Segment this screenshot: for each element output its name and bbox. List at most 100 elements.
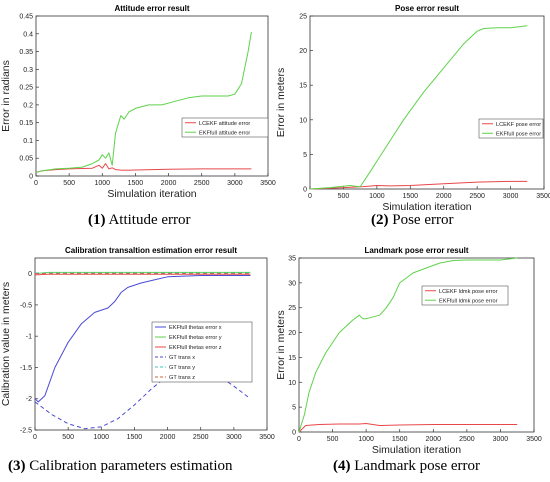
- y-tick-label: 0.3: [23, 67, 33, 74]
- y-tick-label: 15: [299, 83, 307, 90]
- x-tick-label: 1000: [369, 193, 385, 200]
- x-tick-label: 1500: [127, 434, 143, 441]
- y-tick-label: 25: [288, 305, 296, 312]
- chart-title: Pose error result: [395, 4, 459, 13]
- series-line-3: [34, 367, 251, 430]
- caption-landmark: (4) Landmark pose error: [333, 458, 480, 475]
- y-tick-label: -0.5: [20, 302, 32, 309]
- y-tick-label: -2.5: [20, 428, 32, 435]
- caption-number: (2): [371, 212, 389, 228]
- x-tick-label: 1000: [93, 434, 109, 441]
- series-line-0: [298, 423, 518, 433]
- y-tick-label: 20: [299, 48, 307, 55]
- y-tick-label: 0.15: [19, 120, 33, 127]
- y-tick-label: 0: [28, 271, 32, 278]
- x-tick-label: 2500: [193, 434, 209, 441]
- x-axis-label: Simulation iteration: [372, 444, 461, 456]
- series-line-1: [309, 25, 528, 190]
- x-tick-label: 3500: [260, 180, 276, 187]
- y-tick-label: 15: [288, 355, 296, 362]
- caption-number: (3): [8, 458, 26, 474]
- y-tick-label: 0.35: [19, 49, 33, 56]
- caption-text: Pose error: [392, 212, 454, 228]
- x-tick-label: 3500: [536, 193, 550, 200]
- series-line-2: [34, 273, 251, 276]
- series-line-1: [298, 257, 518, 433]
- series-line-1: [34, 271, 251, 275]
- x-tick-label: 2500: [459, 436, 475, 443]
- legend-box: [478, 118, 544, 139]
- plot-frame: [298, 257, 535, 433]
- y-tick-label: 20: [288, 330, 296, 337]
- landmark-panel: Landmark pose error result 0 500 1000 1500 20…: [275, 242, 550, 482]
- x-tick-label: 3000: [503, 193, 519, 200]
- x-tick-label: 2500: [469, 193, 485, 200]
- caption-number: (4): [333, 458, 351, 474]
- x-tick-label: 2000: [425, 436, 441, 443]
- x-tick-label: 3000: [493, 436, 509, 443]
- legend-label: LCEKF attitude error: [199, 121, 250, 127]
- y-tick-label: 0.25: [19, 85, 33, 92]
- x-tick-label: 2000: [161, 180, 177, 187]
- legend-label: LCEKF pose error: [496, 122, 541, 128]
- x-tick-label: 500: [338, 193, 350, 200]
- x-tick-label: 500: [63, 180, 75, 187]
- caption-text: Calibration parameters estimation: [29, 458, 233, 474]
- y-tick-label: 0.45: [19, 14, 33, 21]
- y-tick-label: 5: [292, 405, 296, 412]
- chart-title: Calibration transaltion estimation error…: [65, 246, 237, 255]
- calibration-panel: Calibration transaltion estimation error…: [0, 242, 275, 482]
- legend-label: EKFfull thetas error x: [169, 325, 222, 331]
- legend-label: EKFfull ldmk pose error: [439, 298, 498, 304]
- pose-error-panel: Pose error result 0 500 1000 1500 2000 2500 300…: [275, 0, 550, 240]
- plot-frame: [309, 15, 545, 190]
- y-tick-label: 0: [303, 187, 307, 194]
- y-tick-label: 30: [288, 280, 296, 287]
- chart-title: Landmark pose error result: [364, 246, 468, 255]
- chart-title: Attitude error result: [114, 4, 189, 13]
- x-tick-label: 1500: [392, 436, 408, 443]
- caption-pose-error: (2) Pose error: [371, 212, 453, 229]
- attitude-error-panel: Attitude error result 0 500 1000 1500 2000 250…: [0, 0, 276, 240]
- x-tick-label: 2500: [194, 180, 210, 187]
- x-tick-label: 3000: [227, 180, 243, 187]
- legend-label: EKFfull thetas error z: [169, 345, 222, 351]
- x-tick-label: 2000: [436, 193, 452, 200]
- legend-label: GT trans y: [169, 365, 195, 371]
- series-line-0: [309, 180, 528, 190]
- y-tick-label: -1.5: [20, 365, 32, 372]
- y-tick-label: 5: [303, 152, 307, 159]
- legend-label: GT trans x: [169, 355, 195, 361]
- attitude-error-chart: Attitude error result 0 500 1000 1500 2000 250…: [0, 4, 276, 200]
- x-tick-label: 1000: [94, 180, 110, 187]
- y-tick-label: 0.2: [23, 102, 33, 109]
- caption-attitude-error: (1) Attitude error: [88, 212, 191, 229]
- x-tick-label: 3500: [526, 436, 542, 443]
- x-tick-label: 3000: [226, 434, 242, 441]
- caption-text: Attitude error: [108, 212, 191, 228]
- calibration-chart: Calibration transaltion estimation error…: [0, 246, 275, 441]
- plot-frame: [34, 257, 268, 431]
- x-tick-label: 0: [308, 193, 312, 200]
- y-axis-label: Error in radians: [0, 60, 12, 132]
- y-axis-label: Error in meters: [275, 310, 287, 379]
- caption-text: Landmark pose error: [354, 458, 481, 474]
- pose-error-chart: Pose error result 0 500 1000 1500 2000 2500 300…: [275, 4, 550, 213]
- series-line-0: [34, 275, 251, 403]
- x-axis-label: Simulation iteration: [107, 188, 196, 200]
- legend-label: EKFfull thetas error y: [169, 335, 222, 341]
- y-tick-label: -2: [26, 396, 32, 403]
- y-tick-label: 0.05: [19, 156, 33, 163]
- y-tick-label: 0.1: [23, 138, 33, 145]
- x-tick-label: 0: [34, 180, 38, 187]
- legend-label: EKFfull attitude error: [199, 130, 250, 136]
- legend-label: EKFfull pose error: [496, 131, 541, 137]
- legend-label: LCEKF ldmk pose error: [439, 289, 498, 295]
- x-tick-label: 500: [327, 436, 339, 443]
- y-axis-label: Calibration value in meters: [0, 282, 12, 406]
- legend-label: GT trans z: [169, 375, 195, 381]
- y-tick-label: 10: [288, 380, 296, 387]
- y-axis-label: Error in meters: [275, 68, 287, 137]
- y-tick-label: 0: [29, 174, 33, 181]
- x-tick-label: 0: [297, 436, 301, 443]
